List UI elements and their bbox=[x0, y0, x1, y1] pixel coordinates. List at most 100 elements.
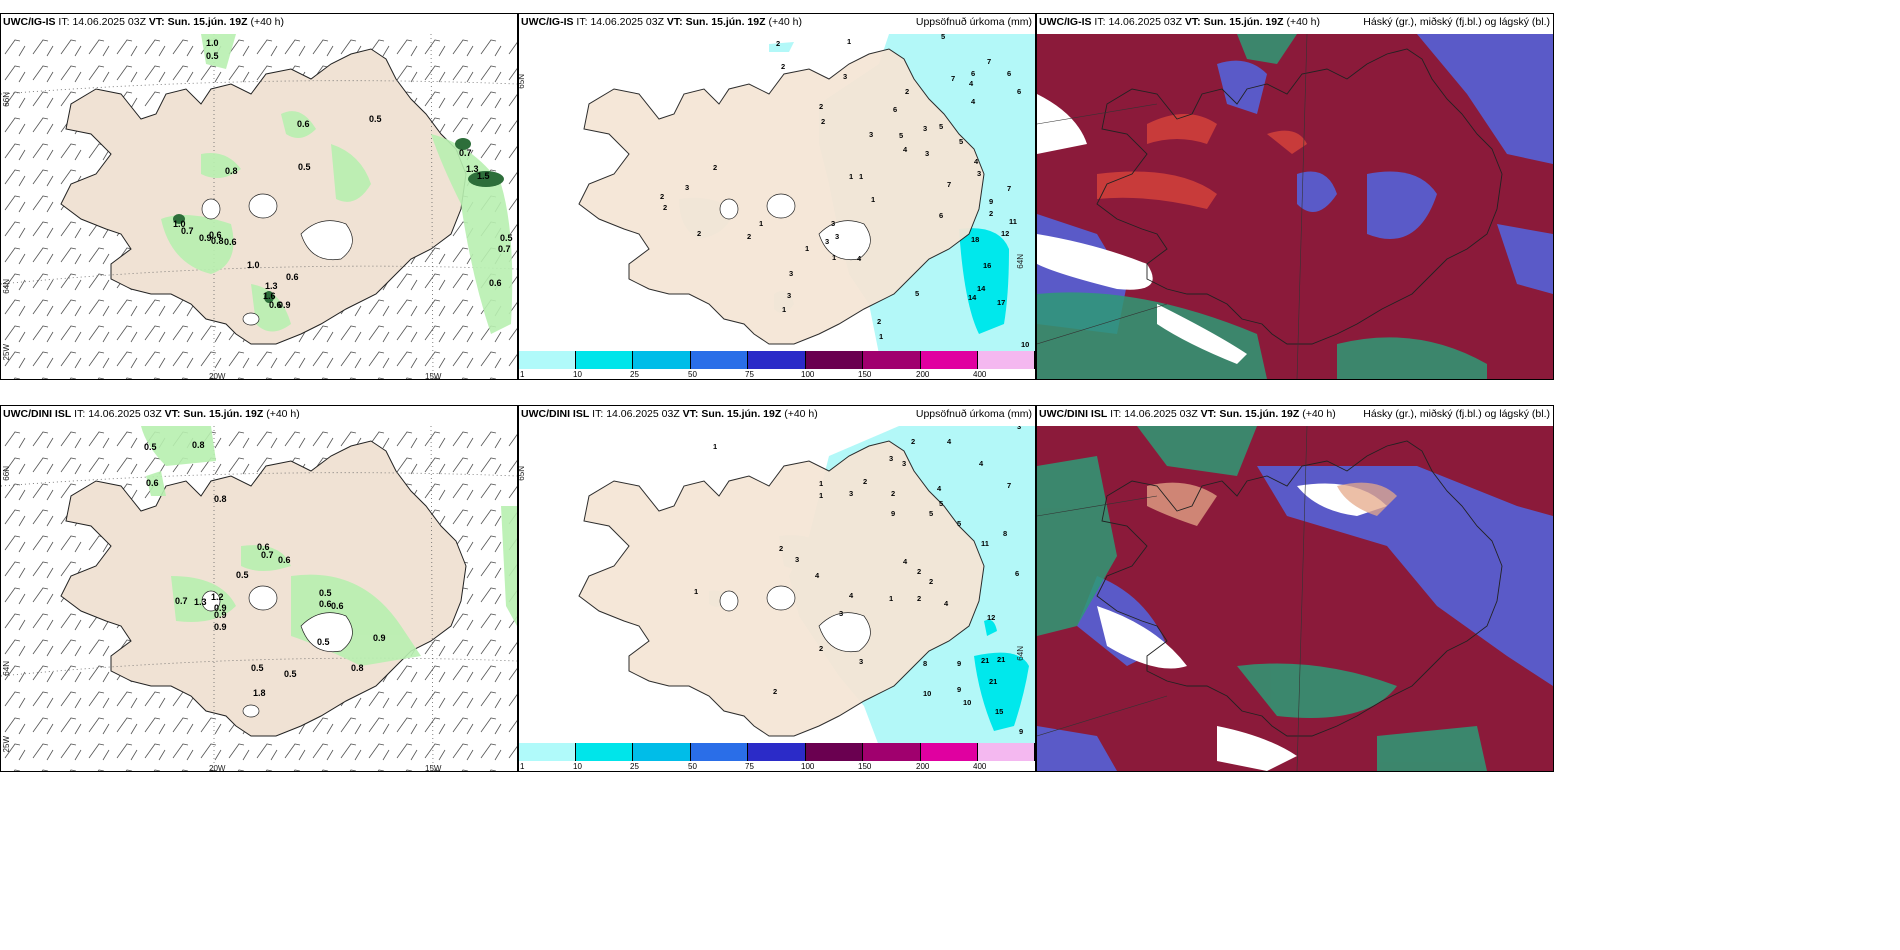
precip-label: 21 bbox=[989, 677, 997, 686]
cloud-value-label: 0.9 bbox=[373, 633, 386, 643]
cloud-value-label: 0.8 bbox=[192, 440, 205, 450]
cloud-value-label: 0.5 bbox=[251, 663, 264, 673]
colorbar-tick: 400 bbox=[973, 370, 987, 379]
high-cloud-streaks bbox=[1097, 114, 1307, 209]
precip-label: 7 bbox=[951, 74, 955, 83]
precip-label: 3 bbox=[902, 459, 906, 468]
precip-label: 17 bbox=[997, 298, 1005, 307]
glaciers bbox=[719, 585, 871, 653]
colorbar-tick: 75 bbox=[745, 762, 754, 771]
colorbar-tick: 1 bbox=[520, 762, 525, 771]
precip-label: 6 bbox=[1017, 87, 1021, 96]
precip-label: 3 bbox=[869, 130, 873, 139]
map-gridlines bbox=[1037, 426, 1308, 771]
panel-precip-dini: UWC/DINI ISL IT: 14.06.2025 03Z VT: Sun.… bbox=[518, 405, 1036, 772]
lon-label-20w: 20W bbox=[209, 764, 226, 772]
colorbar-seg-8 bbox=[921, 351, 978, 369]
precip-label: 4 bbox=[979, 459, 984, 468]
colorbar-tick: 400 bbox=[973, 762, 987, 771]
precip-label: 3 bbox=[795, 555, 799, 564]
cloud-value-label: 0.7 bbox=[181, 226, 194, 236]
precip-label: 21 bbox=[981, 656, 989, 665]
cloud-value-label: 0.7 bbox=[459, 148, 472, 158]
precip-heavy bbox=[974, 619, 1029, 731]
precip-label: 9 bbox=[1019, 727, 1023, 736]
lon-label-20w: 20W bbox=[209, 372, 226, 380]
lat-label-66n: 66N bbox=[2, 466, 11, 481]
precip-label: 5 bbox=[941, 34, 945, 41]
precip-label: 2 bbox=[773, 687, 777, 696]
precip-label: 3 bbox=[977, 169, 981, 178]
precip-label: 16 bbox=[983, 261, 991, 270]
cloud-value-label: 0.6 bbox=[297, 119, 310, 129]
precip-label: 15 bbox=[995, 707, 1003, 716]
precip-label: 2 bbox=[663, 203, 667, 212]
cloud-value-label: 0.5 bbox=[317, 637, 330, 647]
precip-label: 2 bbox=[660, 192, 664, 201]
precip-label: 5 bbox=[939, 499, 943, 508]
panel-field-name: Uppsöfnuð úrkoma (mm) bbox=[915, 16, 1032, 28]
colorbar-seg-2 bbox=[576, 351, 633, 369]
colorbar-seg-4 bbox=[691, 743, 748, 761]
precip-label: 2 bbox=[713, 163, 717, 172]
colorbar-tick: 75 bbox=[745, 370, 754, 379]
precip-label: 1 bbox=[713, 442, 717, 451]
panel-wind-clouds-igis: UWC/IG-IS IT: 14.06.2025 03Z VT: Sun. 15… bbox=[0, 13, 518, 380]
precip-label: 6 bbox=[1007, 69, 1011, 78]
precip-label: 2 bbox=[905, 87, 909, 96]
precip-label: 8 bbox=[923, 659, 927, 668]
precip-label: 5 bbox=[929, 509, 933, 518]
precip-label: 5 bbox=[939, 122, 943, 131]
panel-title: UWC/IG-IS IT: 14.06.2025 03Z VT: Sun. 15… bbox=[521, 16, 803, 28]
precip-label: 11 bbox=[1009, 217, 1017, 226]
cloud-value-label: 0.8 bbox=[211, 236, 224, 246]
precip-label: 4 bbox=[971, 97, 976, 106]
cloud-value-label: 0.8 bbox=[214, 494, 227, 504]
precip-label: 2 bbox=[819, 102, 823, 111]
cloud-layers-map bbox=[1037, 426, 1553, 771]
value-labels: 1.0 0.5 0.6 0.5 0.8 0.5 0.7 1.3 1.5 1.0 … bbox=[173, 38, 513, 310]
precip-label: 4 bbox=[903, 557, 908, 566]
panel-title: UWC/DINI ISL IT: 14.06.2025 03Z VT: Sun.… bbox=[521, 408, 818, 420]
cloud-value-label: 1.0 bbox=[173, 219, 186, 229]
precip-label: 1 bbox=[805, 244, 809, 253]
precip-label: 6 bbox=[939, 211, 943, 220]
cloud-value-label: 0.6 bbox=[209, 230, 222, 240]
precip-label: 1 bbox=[819, 491, 823, 500]
cloud-value-label: 0.8 bbox=[351, 663, 364, 673]
colorbar-seg-9 bbox=[978, 743, 1035, 761]
precip-label: 2 bbox=[911, 437, 915, 446]
cloud-value-label: 1.2 bbox=[211, 592, 224, 602]
colorbar-seg-3 bbox=[633, 743, 691, 761]
precip-label: 5 bbox=[959, 137, 963, 146]
cloud-value-label: 0.6 bbox=[146, 478, 159, 488]
cloud-value-label: 0.5 bbox=[369, 114, 382, 124]
precip-label: 4 bbox=[969, 79, 974, 88]
low-cloud-areas bbox=[1037, 34, 1487, 379]
lat-label-65n: 65N bbox=[518, 466, 526, 481]
precip-values: 1 3 2 4 3 4 7 3 2 2 1 4 1 3 5 9 5 5 8 11… bbox=[694, 426, 1023, 736]
precip-label: 5 bbox=[957, 519, 961, 528]
clear-areas bbox=[1037, 94, 1247, 364]
cloud-value-label: 0.6 bbox=[224, 237, 237, 247]
colorbar-tick: 25 bbox=[630, 762, 639, 771]
panel-field-name: Uppsöfnuð úrkoma (mm) bbox=[915, 408, 1032, 420]
precip-label: 3 bbox=[825, 237, 829, 246]
cloud-value-label: 1.5 bbox=[477, 171, 490, 181]
cloud-value-label: 0.6 bbox=[286, 272, 299, 282]
precip-label: 3 bbox=[843, 72, 847, 81]
precip-label: 9 bbox=[957, 685, 961, 694]
cloud-value-label: 1.3 bbox=[194, 597, 207, 607]
precip-label: 9 bbox=[891, 509, 895, 518]
precip-map: 2 1 5 2 7 6 4 6 7 3 6 2 4 2 6 3 5 3 4 5 … bbox=[519, 34, 1035, 354]
colorbar-seg-4 bbox=[691, 351, 748, 369]
precip-label: 5 bbox=[915, 289, 919, 298]
precip-label: 18 bbox=[971, 235, 979, 244]
precip-label: 12 bbox=[1001, 229, 1009, 238]
precip-label: 1 bbox=[859, 172, 863, 181]
cloud-value-label: 0.5 bbox=[144, 442, 157, 452]
precip-label: 2 bbox=[821, 117, 825, 126]
precip-label: 3 bbox=[889, 454, 893, 463]
precip-label: 12 bbox=[987, 613, 995, 622]
colorbar-seg-8 bbox=[921, 743, 978, 761]
